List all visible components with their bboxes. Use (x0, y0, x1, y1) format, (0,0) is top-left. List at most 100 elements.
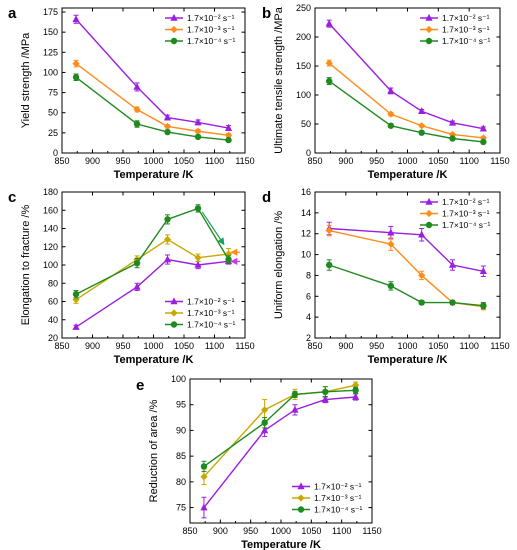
data-point (325, 59, 333, 67)
y-tick-label: 150 (296, 61, 311, 71)
panel-letter: a (8, 5, 17, 22)
x-tick-label: 950 (243, 526, 258, 536)
x-tick-label: 950 (115, 156, 130, 166)
y-tick-label: 40 (48, 315, 58, 325)
x-axis-title: Temperature /K (241, 539, 321, 550)
data-point (133, 282, 141, 290)
data-point (163, 235, 172, 244)
series-2 (325, 224, 487, 311)
x-tick-label: 1150 (490, 156, 509, 166)
series-line (75, 238, 229, 301)
legend-marker (297, 506, 305, 513)
legend-marker (425, 25, 433, 34)
x-tick-label: 850 (54, 341, 69, 351)
x-tick-label: 1100 (205, 341, 224, 351)
series-1 (200, 392, 360, 519)
data-point (225, 136, 232, 144)
data-point (224, 123, 233, 131)
data-point (194, 127, 202, 135)
x-tick-label: 1050 (174, 156, 194, 166)
legend-marker (425, 209, 433, 218)
legend-marker (297, 482, 305, 490)
series-line (329, 229, 484, 308)
data-point (224, 131, 233, 139)
y-tick-label: 100 (171, 374, 186, 384)
y-tick-label: 6 (306, 291, 311, 301)
legend-entry: 1.7×10⁻² s⁻¹ (187, 13, 235, 23)
data-point (387, 282, 395, 290)
series-line (75, 207, 230, 295)
x-tick-label: 1150 (490, 341, 509, 351)
data-point (291, 405, 299, 413)
legend-entry: 1.7×10⁻² s⁻¹ (442, 13, 490, 23)
panel-e: e 850 900 950 1000 1050 1100 1150 75 80 85 90 95 100 T… (136, 374, 382, 550)
series-2 (325, 59, 487, 142)
x-tick-label: 900 (338, 341, 353, 351)
x-axis-title: Temperature /K (114, 169, 194, 181)
legend-marker (170, 37, 178, 45)
data-point (194, 118, 202, 126)
y-tick-label: 16 (301, 187, 311, 197)
data-point (418, 299, 425, 306)
data-point (72, 15, 80, 23)
x-tick-label: 1000 (143, 341, 163, 351)
series-line (75, 76, 229, 141)
series-3 (200, 386, 359, 473)
y-tick-label: 50 (301, 119, 311, 129)
data-point (163, 255, 172, 263)
y-axis-title: Uniform elongation /% (273, 211, 285, 319)
y-axis-title: Elongation to fracture /% (20, 205, 32, 326)
legend-entry: 1.7×10⁻⁴ s⁻¹ (187, 320, 235, 330)
x-tick-label: 1100 (459, 156, 478, 166)
y-tick-label: 75 (176, 503, 186, 513)
series-line (328, 80, 484, 143)
y-tick-label: 175 (43, 7, 58, 17)
legend-entry: 1.7×10⁻⁴ s⁻¹ (187, 36, 235, 46)
legend-entry: 1.7×10⁻³ s⁻¹ (187, 25, 235, 35)
legend-marker (425, 37, 433, 45)
data-point (163, 122, 172, 131)
panel-a: a 850 900 950 1000 1050 1100 1150 0 25 50 75 100 125 1… (8, 5, 255, 181)
legend: 1.7×10⁻² s⁻¹1.7×10⁻³ s⁻¹ 1.7×10⁻⁴ s⁻¹ (292, 482, 362, 515)
data-point (133, 259, 141, 267)
x-tick-label: 1050 (301, 526, 321, 536)
x-tick-label: 1050 (428, 341, 448, 351)
data-point (194, 260, 202, 268)
x-tick-label: 950 (369, 341, 384, 351)
data-point (325, 77, 333, 85)
data-point (321, 395, 329, 403)
data-point (418, 271, 426, 280)
y-tick-label: 120 (43, 242, 58, 252)
y-tick-label: 85 (176, 451, 186, 461)
y-tick-label: 14 (301, 208, 311, 218)
y-tick-label: 250 (296, 3, 311, 13)
y-tick-label: 8 (306, 270, 311, 280)
data-point (261, 426, 269, 434)
series-3 (72, 73, 232, 144)
legend-entry: 1.7×10⁻⁴ s⁻¹ (442, 36, 490, 46)
series-line (75, 63, 229, 136)
y-tick-label: 180 (43, 187, 58, 197)
x-tick-label: 1100 (205, 156, 224, 166)
x-tick-label: 900 (85, 156, 100, 166)
y-tick-label: 100 (296, 90, 311, 100)
data-point (387, 122, 395, 129)
legend-marker (425, 13, 433, 21)
x-tick-label: 900 (338, 156, 353, 166)
data-point (72, 322, 80, 330)
data-point (291, 391, 299, 398)
data-point (200, 463, 208, 470)
x-tick-label: 1150 (235, 156, 254, 166)
x-tick-label: 1050 (174, 341, 194, 351)
data-point (449, 299, 456, 306)
series-3 (325, 77, 487, 146)
y-tick-label: 90 (176, 425, 186, 435)
legend-marker (425, 221, 433, 229)
panel-b: b 850 900 950 1000 1050 1100 1150 0 50 100 150 200 25… (262, 3, 510, 181)
data-point (261, 406, 269, 414)
y-tick-label: 80 (176, 477, 186, 487)
panel-letter: c (8, 189, 16, 206)
data-point (418, 122, 426, 130)
